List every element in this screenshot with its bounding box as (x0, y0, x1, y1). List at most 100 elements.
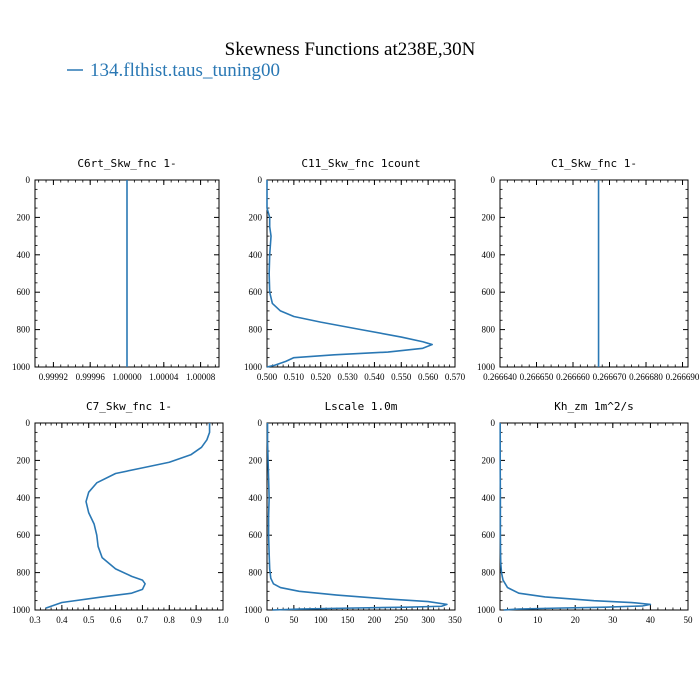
panel-title: Lscale 1.0m (325, 400, 398, 413)
x-tick-label: 10 (533, 615, 543, 625)
x-tick-label: 40 (646, 615, 656, 625)
x-tick-label: 0.266670 (593, 372, 627, 382)
x-tick-label: 0.5 (83, 615, 95, 625)
x-tick-label: 0.266650 (520, 372, 554, 382)
y-tick-label: 800 (249, 325, 263, 335)
x-tick-label: 0.266640 (483, 372, 517, 382)
x-tick-label: 100 (314, 615, 328, 625)
x-tick-label: 150 (341, 615, 355, 625)
x-tick-label: 1.00008 (186, 372, 216, 382)
y-tick-label: 0 (26, 418, 31, 428)
y-tick-label: 400 (249, 250, 263, 260)
series-line (266, 423, 448, 611)
x-tick-label: 20 (571, 615, 581, 625)
y-tick-label: 200 (249, 455, 263, 465)
panel-1: C6rt_Skw_fnc 1- 0 200 400 600 800 1000 0.99992 0… (12, 157, 220, 382)
x-tick-label: 250 (395, 615, 409, 625)
x-tick-label: 1.0 (217, 615, 229, 625)
x-tick-label: 0.500 (257, 372, 278, 382)
y-tick-label: 400 (249, 493, 263, 503)
y-tick-label: 1000 (477, 362, 496, 372)
y-tick-label: 800 (17, 325, 31, 335)
y-tick-label: 1000 (12, 605, 31, 615)
y-tick-label: 1000 (477, 605, 496, 615)
y-tick-label: 1000 (244, 362, 263, 372)
x-tick-label: 0 (265, 615, 270, 625)
panel-title: C7_Skw_fnc 1- (86, 400, 172, 413)
x-tick-label: 0.560 (418, 372, 439, 382)
x-tick-label: 0.8 (164, 615, 176, 625)
x-tick-label: 0.266660 (556, 372, 590, 382)
panel-title: C1_Skw_fnc 1- (551, 157, 637, 170)
x-tick-label: 0.6 (110, 615, 122, 625)
y-tick-label: 0 (258, 175, 263, 185)
y-tick-label: 1000 (244, 605, 263, 615)
y-tick-label: 400 (17, 493, 31, 503)
figure-title: Skewness Functions at238E,30N (225, 39, 476, 60)
x-tick-label: 0.550 (391, 372, 412, 382)
y-tick-label: 600 (482, 287, 496, 297)
y-tick-label: 400 (17, 250, 31, 260)
x-tick-label: 0.520 (311, 372, 332, 382)
panel-title: Kh_zm 1m^2/s (554, 400, 633, 413)
y-tick-label: 600 (482, 530, 496, 540)
x-tick-label: 0.266680 (629, 372, 663, 382)
x-tick-label: 0.9 (191, 615, 203, 625)
x-tick-label: 0.99996 (76, 372, 106, 382)
panel-2: C11_Skw_fnc 1count 0 200 400 600 800 10000.500… (244, 157, 466, 382)
plot-frame (266, 179, 456, 368)
y-tick-label: 400 (482, 493, 496, 503)
y-tick-label: 200 (17, 212, 31, 222)
x-tick-label: 0.4 (56, 615, 68, 625)
y-tick-label: 600 (249, 287, 263, 297)
x-tick-label: 0.266690 (666, 372, 700, 382)
x-tick-label: 0.3 (29, 615, 41, 625)
x-tick-label: 0.570 (445, 372, 466, 382)
series-line (499, 423, 652, 611)
x-tick-label: 0.540 (364, 372, 385, 382)
y-tick-label: 800 (249, 568, 263, 578)
y-tick-label: 200 (17, 455, 31, 465)
x-tick-label: 1.00004 (149, 372, 179, 382)
y-tick-label: 600 (17, 530, 31, 540)
legend: 134.flthist.taus_tuning00 (67, 60, 280, 81)
x-tick-label: 300 (421, 615, 435, 625)
plot-frame (499, 422, 689, 611)
series-line (45, 423, 211, 609)
y-tick-label: 0 (491, 418, 496, 428)
y-tick-label: 200 (482, 212, 496, 222)
y-tick-label: 600 (249, 530, 263, 540)
plot-frame (266, 422, 456, 611)
y-tick-label: 0 (258, 418, 263, 428)
plot-frame (499, 179, 689, 368)
x-tick-label: 350 (448, 615, 462, 625)
series-line (266, 180, 433, 368)
y-tick-label: 0 (26, 175, 31, 185)
y-tick-label: 200 (482, 455, 496, 465)
y-tick-label: 400 (482, 250, 496, 260)
x-tick-label: 0.510 (284, 372, 305, 382)
x-tick-label: 50 (289, 615, 299, 625)
y-tick-label: 0 (491, 175, 496, 185)
x-tick-label: 30 (608, 615, 618, 625)
panel-title: C6rt_Skw_fnc 1- (77, 157, 176, 170)
x-tick-label: 0.99992 (39, 372, 68, 382)
x-tick-label: 50 (684, 615, 694, 625)
legend-label: 134.flthist.taus_tuning00 (90, 60, 280, 81)
x-tick-label: 0 (498, 615, 503, 625)
y-tick-label: 800 (482, 568, 496, 578)
x-tick-label: 200 (368, 615, 382, 625)
y-tick-label: 800 (17, 568, 31, 578)
x-tick-label: 0.530 (337, 372, 358, 382)
y-tick-label: 200 (249, 212, 263, 222)
y-tick-label: 1000 (12, 362, 31, 372)
x-tick-label: 1.00000 (112, 372, 142, 382)
x-tick-label: 0.7 (137, 615, 149, 625)
panel-title: C11_Skw_fnc 1count (301, 157, 420, 170)
